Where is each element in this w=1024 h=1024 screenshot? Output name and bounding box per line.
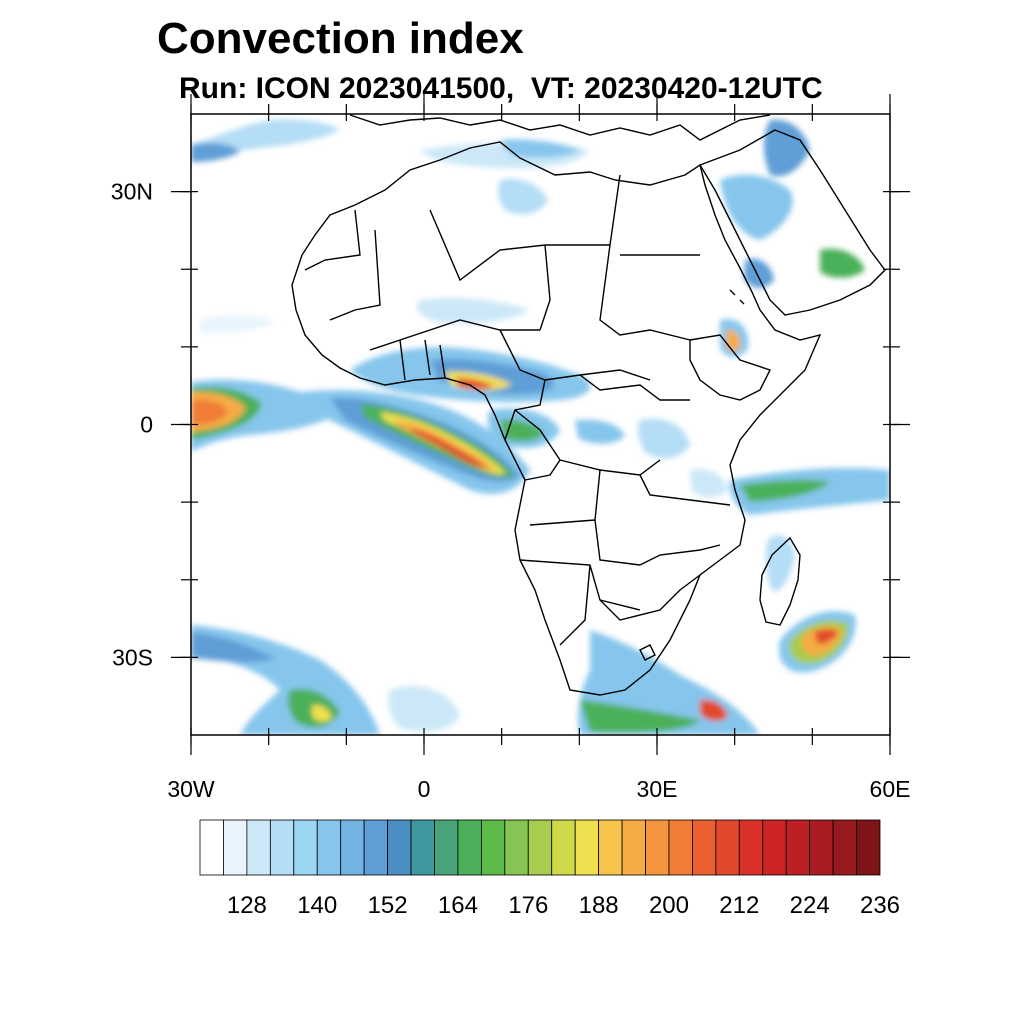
colorbar-label: 212: [719, 892, 759, 919]
colorbar: [199, 819, 881, 876]
colorbar-swatch: [316, 819, 342, 876]
convection-field: [191, 119, 890, 735]
colorbar-label: 236: [860, 892, 900, 919]
colorbar-swatch: [387, 819, 412, 876]
colorbar-swatch: [762, 819, 787, 876]
axis-ticks: [171, 94, 910, 755]
coastlines-borders: [291, 114, 886, 696]
colorbar-swatch: [551, 819, 576, 876]
colorbar-swatch: [246, 819, 271, 876]
colorbar-swatch: [504, 819, 529, 876]
colorbar-swatch: [809, 819, 834, 876]
colorbar-swatch: [785, 819, 811, 876]
colorbar-label: 224: [790, 892, 830, 919]
lon-tick-label: 30E: [637, 776, 678, 802]
colorbar-swatch: [363, 819, 388, 876]
colorbar-swatch: [223, 819, 248, 876]
colorbar-swatch: [527, 819, 553, 876]
colorbar-swatch: [434, 819, 459, 876]
colorbar-swatch: [457, 819, 482, 876]
convection-area-arabia: [720, 174, 793, 240]
country-borders: [304, 174, 731, 646]
colorbar-swatch: [621, 819, 646, 876]
colorbar-label: 188: [579, 892, 619, 919]
colorbar-label: 152: [368, 892, 408, 919]
colorbar-swatch: [738, 819, 764, 876]
colorbar-swatch: [269, 819, 295, 876]
madagascar-coastline: [759, 536, 801, 626]
chart-title: Convection index: [157, 14, 524, 63]
colorbar-label: 200: [649, 892, 689, 919]
ethiopia-border: [689, 334, 771, 401]
lat-tick-label: 0: [140, 412, 153, 438]
colorbar-swatch: [574, 819, 600, 876]
lesotho-border: [639, 644, 656, 661]
colorbar-swatch: [480, 819, 506, 876]
colorbar-swatch: [199, 819, 224, 876]
colorbar-swatch: [598, 819, 623, 876]
colorbar-swatch: [715, 819, 740, 876]
lon-tick-label: 30W: [167, 776, 215, 802]
lat-tick-label: 30N: [111, 179, 153, 205]
axis-tick-labels: 30N 0 30S 30W 0 30E 60E: [111, 179, 911, 802]
red-sea-islands: [729, 289, 745, 305]
colorbar-swatch: [692, 819, 717, 876]
colorbar-swatch: [293, 819, 318, 876]
colorbar-swatch: [668, 819, 693, 876]
colorbar-swatch: [645, 819, 670, 876]
colorbar-label: 164: [438, 892, 478, 919]
lat-tick-label: 30S: [112, 644, 153, 670]
colorbar-swatch: [410, 819, 435, 876]
colorbar-swatch: [340, 819, 365, 876]
africa-coastline: [291, 141, 822, 696]
colorbar-label: 128: [227, 892, 267, 919]
colorbar-swatch: [832, 819, 857, 876]
colorbar-label: 176: [508, 892, 548, 919]
arabia-coastline: [698, 129, 886, 316]
run-info-subtitle: Run: ICON 2023041500, VT: 20230420-12UTC: [179, 72, 823, 105]
colorbar-label: 140: [297, 892, 337, 919]
lon-tick-label: 0: [418, 776, 431, 802]
lon-tick-label: 60E: [870, 776, 911, 802]
colorbar-swatch: [856, 819, 881, 876]
colorbar-labels: 128 140 152 164 176 188 200 212 224 236: [227, 892, 900, 919]
europe-coastline: [349, 114, 771, 141]
